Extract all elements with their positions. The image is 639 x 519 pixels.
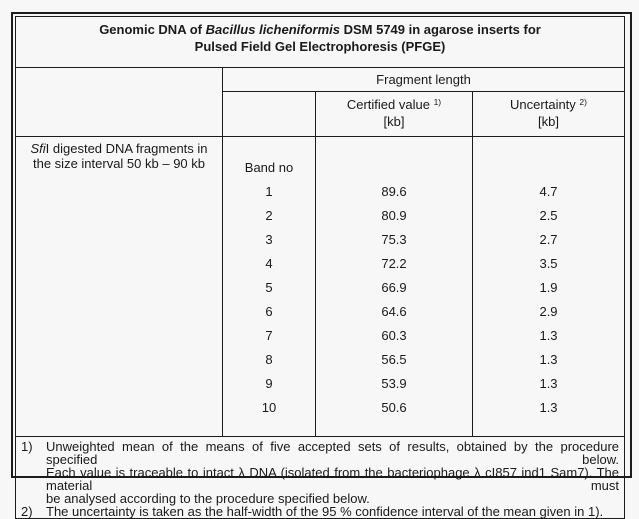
certified-value: 56.5 bbox=[381, 352, 407, 367]
uncertainty-value: 2.5 bbox=[539, 208, 558, 223]
footnote-ref-2: 2) bbox=[579, 97, 587, 107]
footnote-line: Unweighted mean of the means of five acc… bbox=[46, 439, 620, 467]
uncertainty-header: Uncertainty 2) [kb] bbox=[471, 91, 626, 137]
title-line-1: Genomic DNA of Bacillus licheniformis DS… bbox=[16, 21, 624, 38]
band-number: 4 bbox=[265, 256, 273, 271]
certified-unit: [kb] bbox=[383, 114, 405, 129]
band-number: 5 bbox=[265, 280, 273, 295]
certified-values: 89.6 80.9 75.3 72.2 66.9 64.6 60.3 56.5 53.9 50.6 bbox=[316, 180, 472, 420]
band-number: 3 bbox=[265, 232, 273, 247]
band-values: 1 2 3 4 5 6 7 8 9 10 bbox=[223, 180, 315, 420]
footnote-text: The uncertainty is taken as the half-wid… bbox=[46, 505, 620, 518]
uncertainty-value: 1.9 bbox=[539, 280, 558, 295]
certified-value: 60.3 bbox=[381, 328, 407, 343]
band-number: 8 bbox=[265, 352, 273, 367]
uncertainty-value: 4.7 bbox=[539, 184, 558, 199]
row-label-line-2: the size interval 50 kb – 90 kb bbox=[33, 156, 205, 171]
certified-value: 50.6 bbox=[381, 400, 407, 415]
band-number: 1 bbox=[265, 184, 273, 199]
uncertainty-value: 1.3 bbox=[539, 400, 558, 415]
footnote: 1) Unweighted mean of the means of five a… bbox=[21, 440, 620, 505]
certificate-table: Genomic DNA of Bacillus licheniformis DS… bbox=[14, 16, 626, 519]
certified-value: 80.9 bbox=[381, 208, 407, 223]
footnote-line: be analysed according to the procedure s… bbox=[46, 491, 370, 506]
title-text: Genomic DNA of bbox=[99, 22, 206, 37]
footnote-marker: 2) bbox=[21, 504, 33, 519]
title-line-2: Pulsed Field Gel Electrophoresis (PFGE) bbox=[194, 39, 446, 54]
certified-column-spacer bbox=[316, 156, 472, 180]
certified-label-text: Certified value bbox=[346, 97, 430, 112]
certified-value: 89.6 bbox=[381, 184, 407, 199]
band-number: 10 bbox=[261, 400, 277, 415]
enzyme-name-italic: Sfi bbox=[30, 141, 46, 156]
uncertainty-value: 1.3 bbox=[539, 328, 558, 343]
document-page: { "title": { "line1_prefix": "Genomic DN… bbox=[11, 12, 632, 519]
band-column: Band no 1 2 3 4 5 6 7 8 9 10 bbox=[222, 136, 316, 437]
certified-value: 53.9 bbox=[381, 376, 407, 391]
certified-value: 66.9 bbox=[381, 280, 407, 295]
certified-value-label: Certified value 1) bbox=[316, 97, 472, 114]
row-label-line-1: SfiI digested DNA fragments in bbox=[16, 141, 222, 156]
certified-value: 75.3 bbox=[381, 232, 407, 247]
uncertainty-column-spacer bbox=[473, 156, 624, 180]
uncertainty-value: 2.7 bbox=[539, 232, 558, 247]
uncertainty-value: 2.9 bbox=[539, 304, 558, 319]
uncertainty-label-text: Uncertainty bbox=[510, 97, 576, 112]
band-no-spacer-cell bbox=[222, 91, 316, 137]
uncertainty-unit: [kb] bbox=[538, 114, 559, 129]
footnote-ref-1: 1) bbox=[433, 97, 442, 107]
title-text-suffix: DSM 5749 in agarose inserts for bbox=[339, 22, 541, 37]
band-column-header: Band no bbox=[244, 160, 294, 175]
footnote: 2) The uncertainty is taken as the half-w… bbox=[21, 505, 620, 518]
uncertainty-values: 4.7 2.5 2.7 3.5 1.9 2.9 1.3 1.3 1.3 1.3 bbox=[473, 180, 624, 420]
row-label-text: I digested DNA fragments in bbox=[45, 141, 208, 156]
species-name: Bacillus licheniformis bbox=[205, 22, 340, 37]
uncertainty-column: 4.7 2.5 2.7 3.5 1.9 2.9 1.3 1.3 1.3 1.3 bbox=[471, 136, 626, 437]
footnote-line: The uncertainty is taken as the half-wid… bbox=[46, 504, 604, 519]
left-header-spacer-cell bbox=[15, 67, 223, 137]
fragment-length-header: Fragment length bbox=[221, 67, 626, 92]
footnotes-list: 1) Unweighted mean of the means of five a… bbox=[21, 440, 620, 518]
band-number: 6 bbox=[265, 304, 273, 319]
band-number: 7 bbox=[265, 328, 273, 343]
certified-value: 72.2 bbox=[381, 256, 407, 271]
footnote-line: Each value is traceable to intact λ DNA … bbox=[46, 465, 620, 493]
footnote-marker: 1) bbox=[21, 439, 33, 454]
band-number: 9 bbox=[265, 376, 273, 391]
band-number: 2 bbox=[265, 208, 273, 223]
footnote-text: Unweighted mean of the means of five acc… bbox=[46, 440, 620, 505]
row-group-label: SfiI digested DNA fragments in the size … bbox=[15, 136, 223, 437]
table-title: Genomic DNA of Bacillus licheniformis DS… bbox=[14, 16, 626, 68]
certificate-table-frame: Genomic DNA of Bacillus licheniformis DS… bbox=[11, 12, 632, 519]
certified-column: 89.6 80.9 75.3 72.2 66.9 64.6 60.3 56.5 53.9 50.6 bbox=[315, 136, 473, 437]
uncertainty-label: Uncertainty 2) bbox=[473, 97, 624, 114]
certified-value-header: Certified value 1) [kb] bbox=[315, 91, 473, 137]
uncertainty-value: 1.3 bbox=[539, 376, 558, 391]
uncertainty-value: 3.5 bbox=[539, 256, 558, 271]
uncertainty-value: 1.3 bbox=[539, 352, 558, 367]
certified-value: 64.6 bbox=[381, 304, 407, 319]
footnotes-section: 1) Unweighted mean of the means of five a… bbox=[14, 436, 626, 519]
